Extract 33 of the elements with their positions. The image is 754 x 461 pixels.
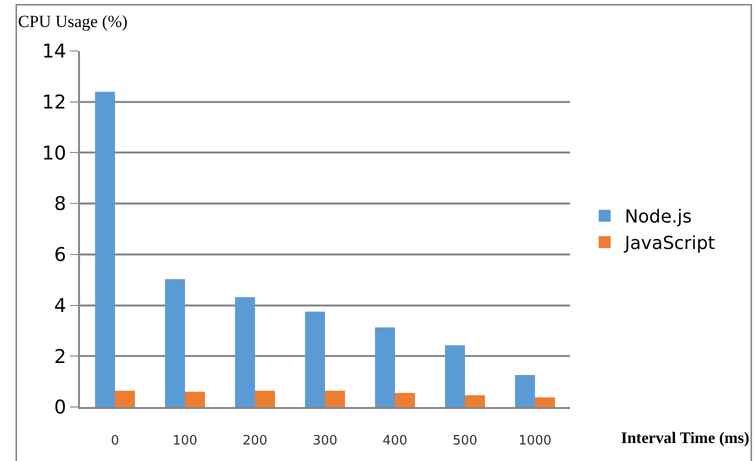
- bar: [325, 390, 345, 407]
- bar: [235, 297, 255, 407]
- legend-label: JavaScript: [624, 233, 715, 254]
- y-tick-label: 6: [54, 244, 66, 266]
- y-tick-label: 0: [54, 396, 66, 419]
- bar: [375, 327, 395, 407]
- x-tick-label: 1000: [518, 434, 552, 449]
- x-tick-label: 0: [110, 434, 120, 449]
- x-tick-label: 400: [382, 434, 408, 449]
- bar: [535, 397, 555, 407]
- x-tick-label: 300: [312, 434, 338, 449]
- y-tick-label: 14: [42, 40, 66, 63]
- bar: [255, 390, 275, 407]
- legend-label: Node.js: [624, 206, 692, 228]
- y-tick-label: 4: [54, 294, 66, 317]
- x-axis-title: Interval Time (ms): [621, 430, 750, 447]
- x-tick-label: 100: [172, 434, 198, 449]
- bar: [465, 395, 485, 407]
- y-tick-label: 12: [42, 92, 66, 114]
- bar: [115, 390, 135, 407]
- x-tick-label: 500: [452, 434, 478, 449]
- y-tick-label: 2: [54, 346, 66, 368]
- bar: [395, 393, 415, 407]
- bar: [165, 279, 185, 407]
- bar: [515, 374, 535, 407]
- bar: [95, 92, 115, 407]
- y-tick-label: 10: [42, 142, 66, 164]
- bar: [305, 312, 325, 407]
- y-axis-title: CPU Usage (%): [18, 12, 128, 31]
- bar: [185, 392, 205, 407]
- bar: [445, 345, 465, 407]
- y-tick-label: 8: [54, 193, 66, 216]
- x-tick-label: 200: [242, 434, 268, 449]
